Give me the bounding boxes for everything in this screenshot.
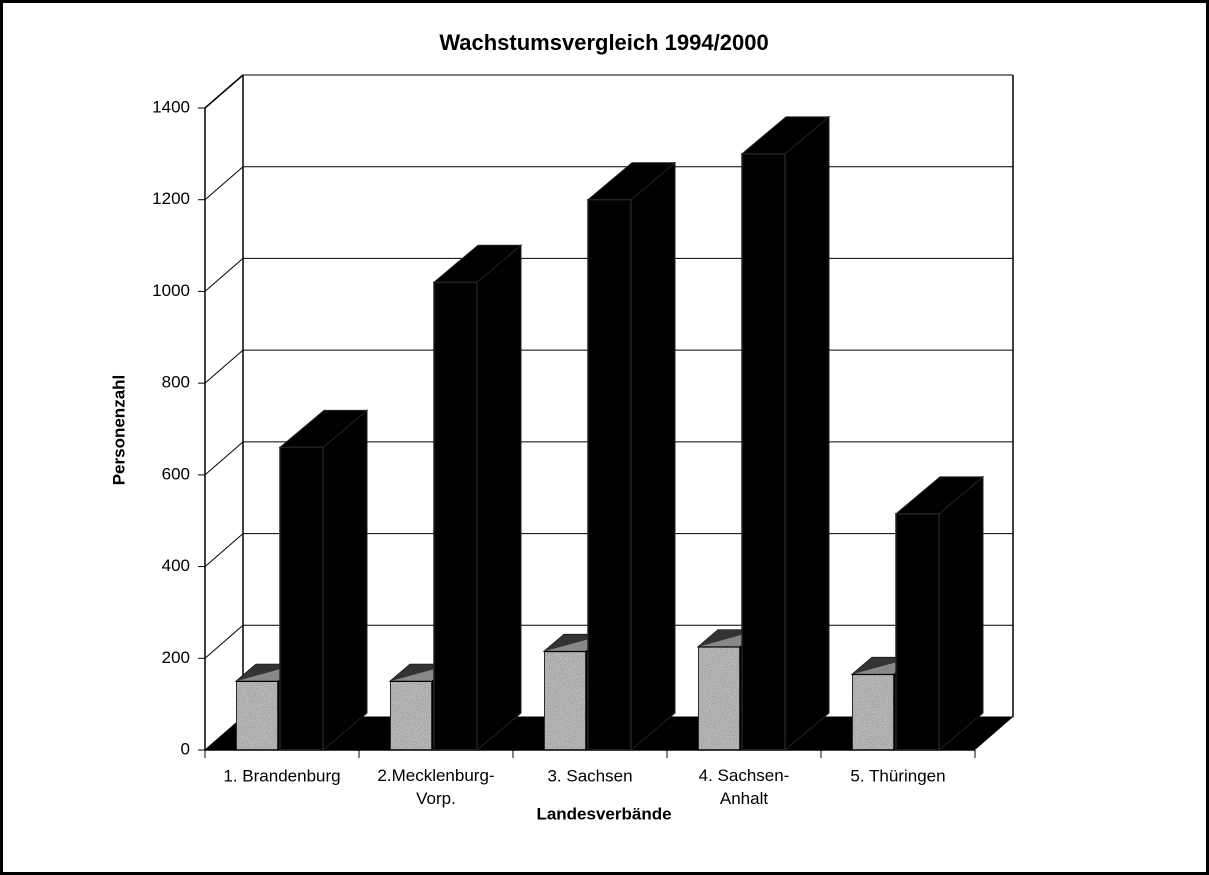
grid-line (204, 349, 244, 384)
y-tick-label: 400 (162, 556, 190, 575)
y-tick-label: 1400 (152, 97, 190, 116)
x-tick-label: 4. Sachsen-Anhalt (699, 766, 790, 808)
y-tick-label: 800 (162, 373, 190, 392)
x-tick-label: 1. Brandenburg (223, 766, 340, 785)
x-tick-label: 5. Thüringen (850, 766, 945, 785)
y-tick-label: 600 (162, 464, 190, 483)
bar (235, 680, 279, 751)
grid-line (204, 74, 244, 109)
bar (741, 153, 786, 751)
grid-line (204, 166, 244, 201)
bar-side (784, 115, 830, 752)
x-tick-label: 3. Sachsen (547, 766, 632, 785)
bar (389, 680, 433, 751)
y-tick-label: 200 (162, 648, 190, 667)
x-tick-label: 2.Mecklenburg-Vorp. (377, 766, 494, 808)
bar-side (476, 244, 522, 752)
chart-title: Wachstumsvergleich 1994/2000 (439, 30, 768, 55)
bar-side (630, 161, 676, 752)
bar (587, 198, 632, 751)
grid-line (204, 624, 244, 659)
bar (851, 673, 895, 751)
bar-side (322, 409, 368, 752)
bar (433, 281, 478, 751)
grid-line (204, 258, 244, 292)
y-tick-label: 1000 (152, 281, 190, 300)
bar-side (938, 475, 984, 752)
grid-line (204, 441, 244, 476)
grid-line (204, 533, 244, 567)
y-tick-label: 1200 (152, 189, 190, 208)
bar (697, 646, 741, 751)
x-axis-label: Landesverbände (536, 804, 671, 823)
bar (895, 513, 940, 751)
y-axis-label: Personenzahl (109, 375, 128, 486)
bar (543, 650, 587, 751)
y-tick-label: 0 (181, 739, 190, 758)
bar (279, 446, 324, 751)
